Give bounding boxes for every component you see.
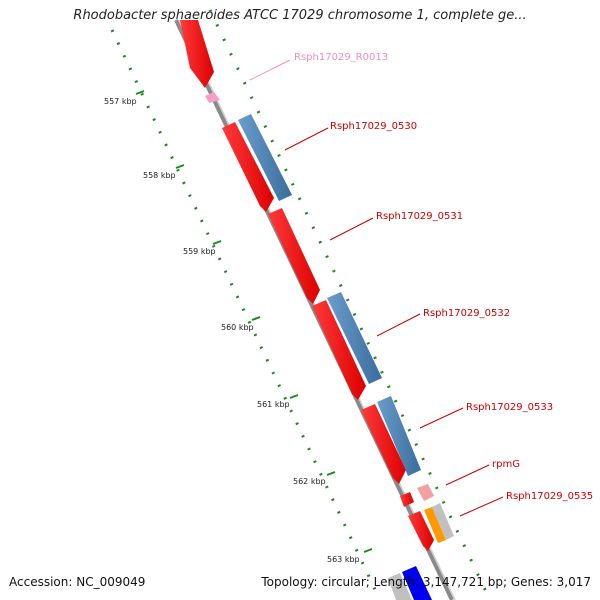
gene-rsph17029-0530-bar[interactable] bbox=[238, 114, 292, 201]
gene-downstream-blue[interactable] bbox=[402, 566, 432, 600]
label-rsph17029-0532[interactable]: Rsph17029_0532 bbox=[423, 308, 510, 319]
tick-mark-559 bbox=[212, 240, 222, 245]
gene-rsph17029-0530-cds[interactable] bbox=[222, 122, 274, 212]
gene-rsph17029-r0013[interactable] bbox=[205, 92, 220, 103]
gene-rsph17029-0535-orange[interactable] bbox=[424, 507, 446, 543]
leader-rpmg bbox=[445, 464, 490, 486]
tick-dots-right bbox=[208, 9, 492, 600]
label-rsph17029-0533[interactable]: Rsph17029_0533 bbox=[466, 402, 553, 413]
tick-mark-557 bbox=[135, 90, 145, 95]
label-rsph17029-0531[interactable]: Rsph17029_0531 bbox=[376, 211, 463, 222]
tick-mark-563 bbox=[363, 548, 373, 553]
leader-0532 bbox=[376, 313, 421, 337]
gene-rsph17029-0533-cds[interactable] bbox=[361, 404, 406, 484]
leader-0531 bbox=[329, 217, 374, 241]
tick-label-560: 560 kbp bbox=[221, 323, 254, 332]
gene-rsph17029-0535-cds[interactable] bbox=[408, 511, 434, 551]
tick-mark-560 bbox=[251, 316, 261, 321]
leader-0535 bbox=[459, 496, 504, 517]
gene-rsph17029-0532-bar[interactable] bbox=[327, 292, 382, 384]
tick-mark-558 bbox=[175, 164, 185, 169]
gene-rpmg-pink[interactable] bbox=[417, 484, 434, 501]
topology-summary: Topology: circular; Length: 3,147,721 bp… bbox=[261, 575, 591, 589]
tick-label-561: 561 kbp bbox=[257, 400, 290, 409]
gene-rpmg-cds[interactable] bbox=[400, 492, 414, 507]
label-rsph17029-0535[interactable]: Rsph17029_0535 bbox=[506, 491, 593, 502]
leader-0533 bbox=[419, 407, 464, 429]
tick-label-558: 558 kbp bbox=[143, 171, 176, 180]
leader-0530 bbox=[284, 127, 329, 151]
tick-mark-561 bbox=[289, 394, 299, 399]
gene-rsph17029-0531-cds[interactable] bbox=[268, 208, 320, 304]
gene-upstream[interactable] bbox=[180, 20, 214, 88]
tick-mark-562 bbox=[326, 471, 336, 476]
map-title: Rhodobacter sphaeroides ATCC 17029 chrom… bbox=[73, 8, 527, 23]
label-rpmg[interactable]: rpmG bbox=[492, 459, 520, 470]
tick-label-559: 559 kbp bbox=[183, 247, 216, 256]
gene-rsph17029-0535-gray[interactable] bbox=[432, 503, 454, 540]
tick-label-563: 563 kbp bbox=[327, 555, 360, 564]
tick-label-557: 557 kbp bbox=[104, 97, 137, 106]
label-rsph17029-0530[interactable]: Rsph17029_0530 bbox=[330, 121, 417, 132]
gene-downstream-gray[interactable] bbox=[388, 573, 412, 600]
gene-rsph17029-0532-cds[interactable] bbox=[312, 300, 366, 400]
label-rsph17029-r0013[interactable]: Rsph17029_R0013 bbox=[294, 52, 388, 63]
accession-text: Accession: NC_009049 bbox=[9, 575, 146, 589]
gene-rsph17029-0533-bar[interactable] bbox=[377, 396, 421, 476]
leader-r0013 bbox=[249, 59, 291, 81]
tick-label-562: 562 kbp bbox=[293, 477, 326, 486]
